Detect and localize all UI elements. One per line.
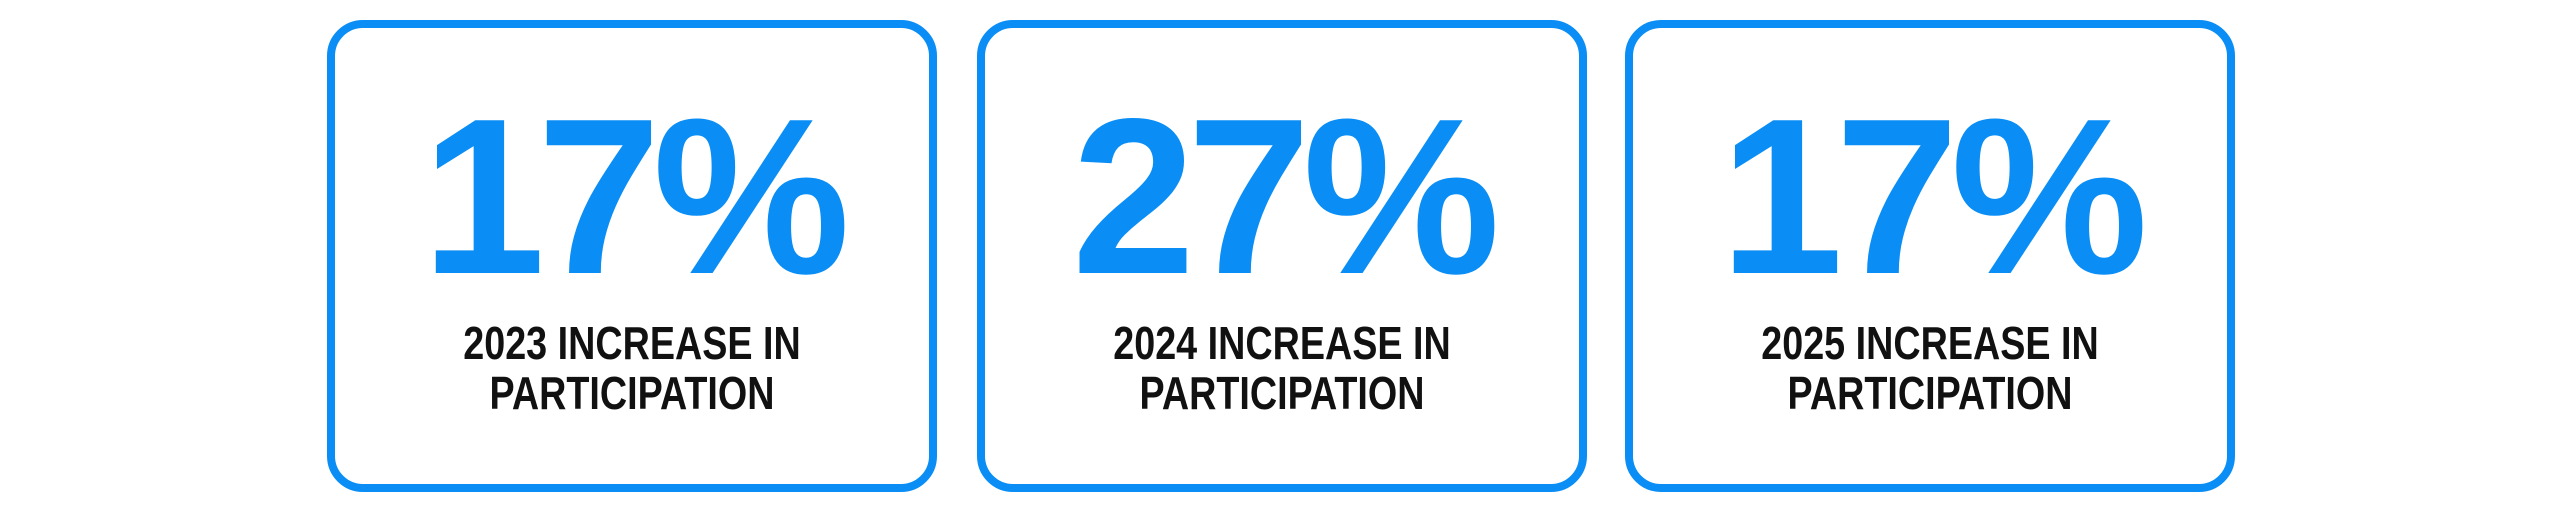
stat-label-line2: PARTICIPATION <box>489 367 775 419</box>
stat-label: 2025 INCREASE IN PARTICIPATION <box>1633 318 2227 418</box>
stat-label-line2: PARTICIPATION <box>1787 367 2073 419</box>
stat-label-line1: 2025 INCREASE IN <box>1761 317 2099 369</box>
stat-label: 2023 INCREASE IN PARTICIPATION <box>335 318 929 418</box>
stat-card-2024: 27% 2024 INCREASE IN PARTICIPATION <box>977 20 1587 492</box>
stat-value: 17% <box>1719 73 2148 321</box>
stat-label-line1: 2024 INCREASE IN <box>1113 317 1451 369</box>
stat-value: 27% <box>1071 73 1500 321</box>
stat-label-line1: 2023 INCREASE IN <box>463 317 801 369</box>
stat-value: 17% <box>421 73 850 321</box>
stat-card-2025: 17% 2025 INCREASE IN PARTICIPATION <box>1625 20 2235 492</box>
stat-label-line2: PARTICIPATION <box>1139 367 1425 419</box>
stat-label: 2024 INCREASE IN PARTICIPATION <box>985 318 1579 418</box>
stat-card-2023: 17% 2023 INCREASE IN PARTICIPATION <box>327 20 937 492</box>
